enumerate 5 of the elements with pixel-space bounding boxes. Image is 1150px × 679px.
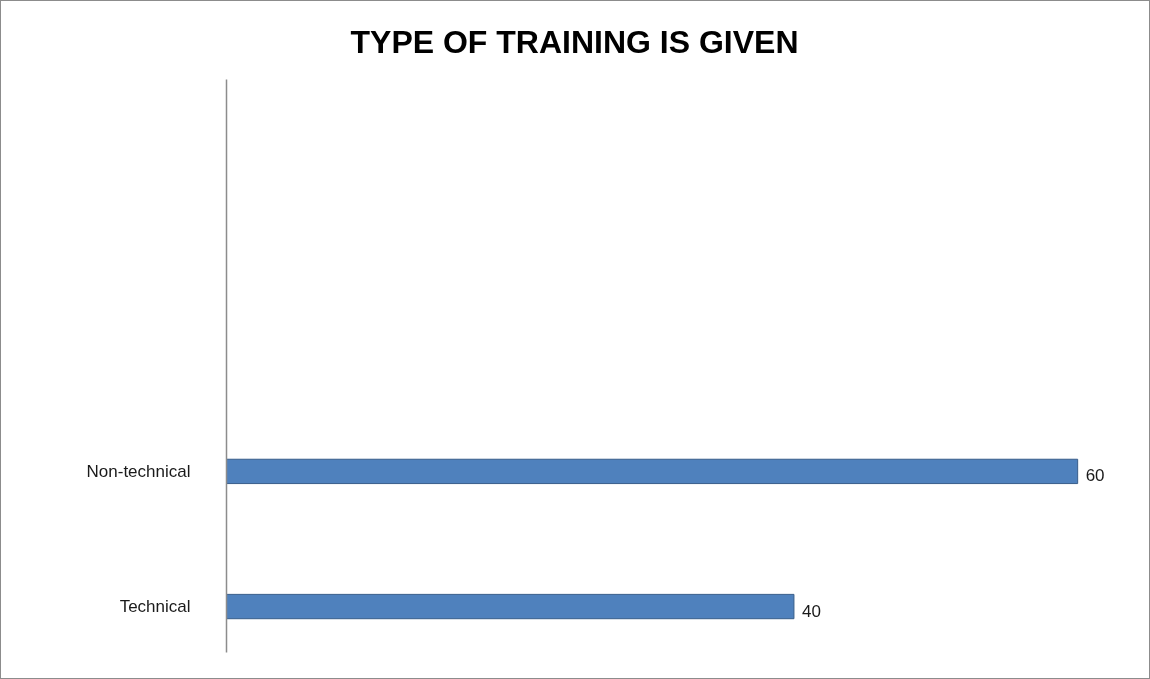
chart-title: TYPE OF TRAINING IS GIVEN xyxy=(350,23,799,60)
data-label: 40 xyxy=(801,601,821,621)
data-label: 60 xyxy=(1085,466,1105,486)
y-tick-label: Technical xyxy=(119,597,191,617)
y-tick-label: Non-technical xyxy=(86,461,191,481)
